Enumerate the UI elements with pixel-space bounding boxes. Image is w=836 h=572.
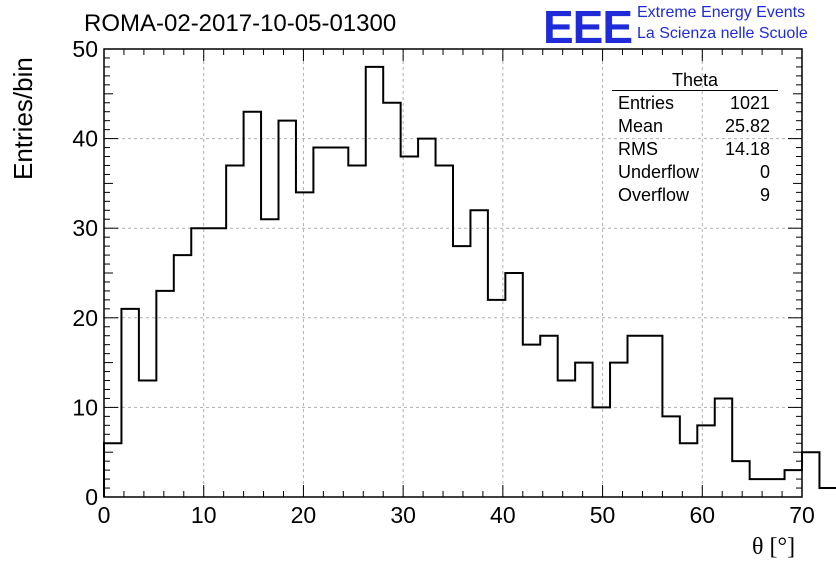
histogram-bin (575, 363, 592, 497)
stats-row-overflow: Overflow 9 (612, 184, 778, 207)
histogram-bin (331, 148, 348, 497)
x-tick-label: 30 (390, 502, 416, 528)
histogram-bin (401, 157, 418, 497)
histogram-bin (732, 461, 749, 497)
y-axis-label: Entries/bin (8, 57, 38, 180)
histogram-bin (715, 398, 732, 497)
histogram-bin (680, 443, 697, 497)
chart-title: ROMA-02-2017-10-05-01300 (84, 10, 397, 37)
stats-row-rms: RMS 14.18 (612, 138, 778, 161)
logo-line-1: Extreme Energy Events (637, 4, 806, 21)
histogram-bin (523, 345, 540, 497)
histogram-bin (209, 228, 226, 497)
stats-title: Theta (612, 70, 778, 91)
histogram-bin (470, 210, 487, 497)
x-tick-label: 60 (689, 502, 715, 528)
histogram-bin (418, 139, 435, 497)
histogram-bin (261, 219, 278, 497)
histogram-bin (191, 228, 208, 497)
histogram-bin (488, 300, 505, 497)
histogram-bin (226, 165, 243, 497)
x-tick-label: 50 (590, 502, 616, 528)
histogram-bin (104, 443, 121, 497)
y-tick-label: 50 (72, 36, 98, 62)
x-tick-label: 0 (98, 502, 111, 528)
histogram-bin (244, 112, 261, 497)
histogram-bin (348, 165, 365, 497)
histogram-bin (383, 103, 400, 497)
histogram-bin (802, 452, 819, 497)
histogram-bin (819, 488, 836, 497)
y-tick-label: 30 (72, 215, 98, 241)
y-tick-label: 20 (72, 305, 98, 331)
histogram-bin (139, 381, 156, 497)
histogram-bin (279, 121, 296, 497)
stats-label: Entries (618, 93, 675, 113)
histogram-outline (103, 65, 836, 497)
stats-value: 9 (759, 185, 770, 205)
histogram-bin (313, 148, 330, 497)
histogram-bin (750, 479, 767, 497)
x-tick-label: 20 (291, 502, 317, 528)
logo-line-2: La Scienza nelle Scuole (637, 25, 808, 42)
stats-label: Overflow (618, 185, 690, 205)
histogram-bin (610, 363, 627, 497)
histogram-bin (453, 246, 470, 497)
stats-value: 25.82 (724, 116, 770, 136)
stats-value: 14.18 (724, 139, 770, 159)
x-axis-label: θ [°] (752, 534, 796, 560)
stats-box: Theta Entries 1021 Mean 25.82 RMS 14.18 … (612, 70, 778, 207)
histogram-bin (785, 470, 802, 497)
stats-value: 1021 (729, 93, 770, 113)
histogram-bin (628, 336, 645, 497)
y-tick-label: 40 (72, 126, 98, 152)
histogram-bin (767, 479, 784, 497)
histogram-bin (662, 416, 679, 497)
stats-label: Underflow (618, 162, 700, 182)
stats-label: Mean (618, 116, 664, 136)
histogram-bin (121, 309, 138, 497)
histogram-bin (366, 67, 383, 497)
y-tick-label: 10 (72, 394, 98, 420)
histogram-bin (296, 192, 313, 497)
x-tick-label: 40 (490, 502, 516, 528)
histogram-bin (174, 255, 191, 497)
stats-row-mean: Mean 25.82 (612, 115, 778, 138)
histogram-bin (593, 407, 610, 497)
stats-row-underflow: Underflow 0 (612, 161, 778, 184)
histogram-bin (505, 273, 522, 497)
eee-logo: EEE (543, 1, 633, 53)
histogram-bin (558, 381, 575, 497)
stats-label: RMS (618, 139, 658, 159)
x-tick-label: 10 (191, 502, 217, 528)
histogram-bin (697, 425, 714, 497)
stats-row-entries: Entries 1021 (612, 92, 778, 115)
histogram-bin (156, 291, 173, 497)
histogram-bin (645, 336, 662, 497)
stats-value: 0 (759, 162, 770, 182)
histogram-bin (540, 336, 557, 497)
y-tick-label: 0 (85, 484, 98, 510)
histogram-bin (436, 165, 453, 497)
x-tick-label: 70 (789, 502, 815, 528)
